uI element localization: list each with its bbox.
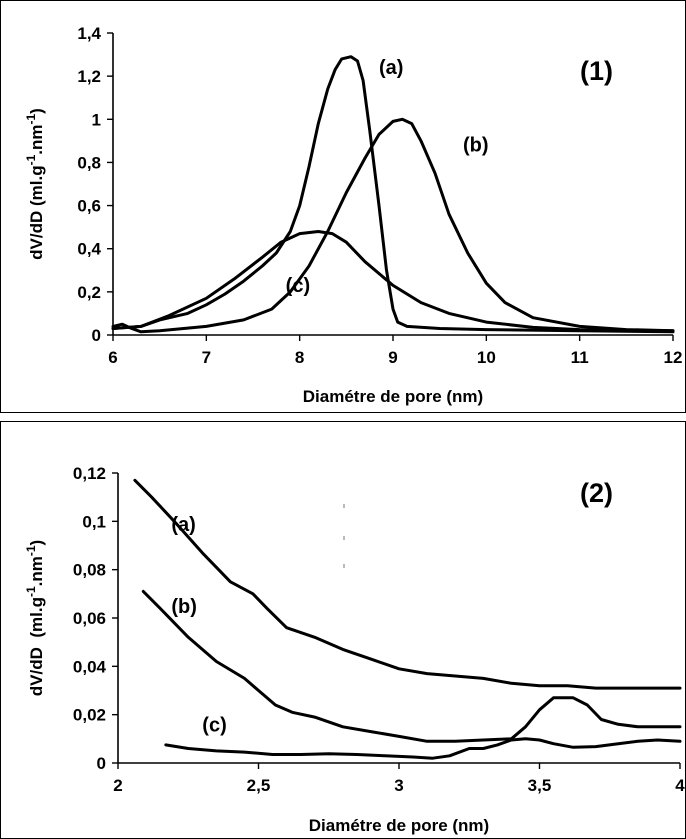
x-tick-label: 12	[664, 348, 683, 367]
y-tick-label: 0,8	[77, 153, 101, 172]
y-tick-label: 0,4	[77, 240, 101, 259]
panel-2-label: (2)	[580, 478, 613, 508]
series-label-c: (c)	[202, 715, 226, 737]
series-line-c	[111, 230, 675, 333]
x-tick-label: 2,5	[247, 776, 271, 795]
y-tick-label: 0,12	[73, 464, 106, 483]
y-tick-label: 1	[92, 110, 101, 129]
x-tick-label: 11	[571, 348, 589, 367]
panel-1-frame	[0, 0, 686, 413]
x-tick-label: 2	[113, 776, 122, 795]
panel-2-y-axis-title-exponent-1: -1	[24, 586, 38, 597]
panel-2-y-axis-title: dV/dD (ml.g-1.nm-1)	[24, 540, 46, 696]
y-tick-label: 1,4	[77, 24, 101, 43]
series-line-b	[111, 117, 675, 334]
x-tick-label: 9	[388, 348, 397, 367]
series-label-a: (a)	[171, 514, 195, 536]
chart-panel-2: 0 0,02 0,04 0,06 0,08 0,1 0,12 2 2,5 3 3,5 4 (a) (b…	[0, 421, 686, 839]
panel-2-frame	[0, 421, 686, 839]
x-tick-label: 6	[108, 348, 117, 367]
panel-2-y-ticks: 0 0,02 0,04 0,06 0,08 0,1 0,12	[73, 464, 118, 773]
panel-1-y-axis-title-close: )	[27, 108, 46, 114]
panel-1-y-axis-title-exponent-2: -1	[24, 113, 38, 124]
panel-1-y-axis-title-unit: .nm	[27, 124, 46, 154]
panel-2-y-axis-title-unit: .nm	[27, 556, 46, 586]
panel-2-y-axis-title-exponent-2: -1	[24, 545, 38, 556]
x-tick-label: 3,5	[528, 776, 552, 795]
panel-2-y-axis-title-main: dV/dD (ml.g	[27, 597, 46, 696]
panel-1-y-axis-title-exponent-1: -1	[24, 154, 38, 165]
y-tick-label: 0	[92, 326, 101, 345]
series-line-c	[164, 737, 682, 760]
series-label-b: (b)	[171, 596, 197, 618]
y-tick-label: 0,06	[73, 609, 106, 628]
y-tick-label: 0,08	[73, 561, 106, 580]
y-tick-label: 0,02	[73, 706, 106, 725]
x-tick-label: 3	[394, 776, 403, 795]
y-tick-label: 1,2	[77, 67, 101, 86]
y-tick-label: 0,2	[77, 283, 101, 302]
panel-2-x-ticks: 2 2,5 3 3,5 4	[113, 763, 685, 795]
y-tick-label: 0	[97, 754, 106, 773]
panel-2-x-axis-title: Diamétre de pore (nm)	[309, 816, 489, 835]
panel-1-x-ticks: 6 7 8 9 10 11 12	[108, 335, 682, 367]
panel-1-x-axis-title: Diamétre de pore (nm)	[303, 387, 483, 406]
panel-1-y-axis-title: dV/dD (ml.g-1.nm-1)	[24, 108, 46, 260]
x-tick-label: 7	[202, 348, 211, 367]
x-tick-label: 8	[295, 348, 304, 367]
y-tick-label: 0,6	[77, 197, 101, 216]
panel-1-y-axis-title-main: dV/dD (ml.g	[27, 165, 46, 259]
y-tick-label: 0,1	[82, 512, 106, 531]
panel-2-y-axis-title-close: )	[27, 540, 46, 546]
series-label-a: (a)	[379, 57, 403, 79]
panel-2-curves: (a) (b) (c)	[133, 478, 682, 760]
series-line-a	[111, 55, 675, 334]
x-tick-label: 4	[675, 776, 685, 795]
series-line-b	[141, 589, 682, 743]
series-line-a	[133, 478, 682, 690]
panel-1-label: (1)	[580, 56, 613, 86]
panel-1-curves: (a) (b) (c)	[111, 55, 675, 334]
y-tick-label: 0,04	[73, 657, 107, 676]
series-label-b: (b)	[463, 135, 489, 157]
x-tick-label: 10	[477, 348, 496, 367]
panel-1-y-ticks: 0 0,2 0,4 0,6 0,8 1 1,2 1,4	[77, 24, 113, 345]
chart-panel-1: 0 0,2 0,4 0,6 0,8 1 1,2 1,4 6 7 8 9 10 11 12 (a) (b) (c…	[0, 0, 686, 413]
series-label-c: (c)	[286, 275, 310, 297]
